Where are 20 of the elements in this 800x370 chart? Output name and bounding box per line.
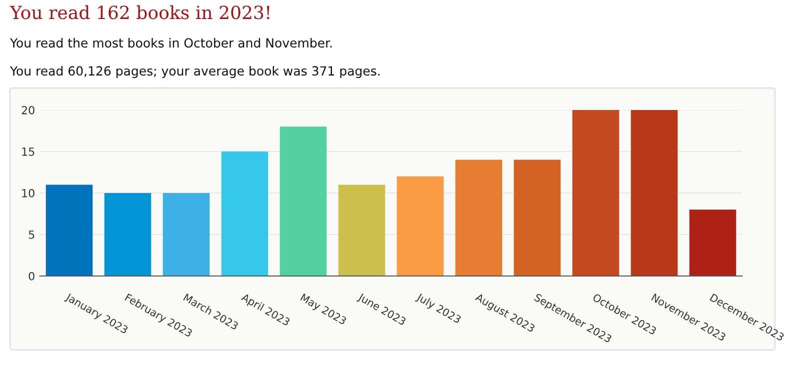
text: You read 60,126 pages; your average book was 371 pages. bbox=[10, 66, 380, 78]
bar bbox=[162, 193, 210, 276]
bar bbox=[46, 184, 93, 276]
bar bbox=[104, 193, 152, 276]
bar bbox=[221, 152, 268, 276]
bar bbox=[338, 184, 386, 276]
bar bbox=[689, 210, 736, 276]
bar bbox=[455, 160, 502, 276]
bar bbox=[396, 176, 444, 276]
y-tick-label: 5 bbox=[28, 230, 34, 239]
y-tick-label: 20 bbox=[22, 106, 34, 114]
y-tick-label: 10 bbox=[22, 188, 34, 198]
y-tick-label: 0 bbox=[28, 272, 34, 280]
y-tick-label: 15 bbox=[22, 148, 34, 156]
bar bbox=[572, 110, 620, 276]
bar bbox=[514, 160, 561, 276]
chart-subtitle: You read the most books in October and November. bbox=[10, 38, 332, 48]
bar bbox=[630, 110, 678, 276]
bar bbox=[280, 126, 327, 276]
chart-title: You read 162 books in 2023! bbox=[10, 5, 270, 20]
